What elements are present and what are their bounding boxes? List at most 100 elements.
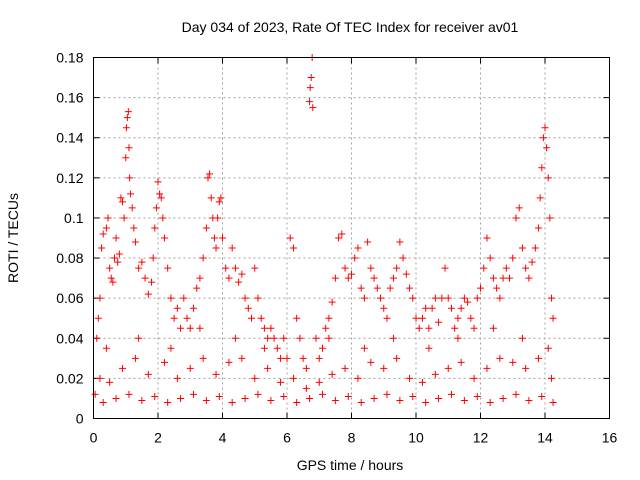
data-point bbox=[402, 270, 410, 278]
data-point bbox=[189, 304, 197, 312]
plot-frame bbox=[93, 57, 610, 419]
data-point bbox=[454, 314, 462, 322]
x-tick-label: 16 bbox=[602, 430, 618, 446]
data-point bbox=[114, 258, 122, 266]
data-point bbox=[123, 114, 131, 122]
data-point bbox=[525, 396, 533, 404]
data-point bbox=[496, 294, 504, 302]
data-point bbox=[138, 396, 146, 404]
data-point bbox=[383, 314, 391, 322]
x-tick-label: 14 bbox=[537, 430, 553, 446]
data-point bbox=[106, 378, 114, 386]
data-point bbox=[231, 264, 239, 272]
data-point bbox=[238, 270, 246, 278]
data-point bbox=[112, 234, 120, 242]
data-point bbox=[302, 364, 310, 372]
data-point bbox=[244, 304, 252, 312]
x-tick-label: 10 bbox=[408, 430, 424, 446]
data-point bbox=[231, 334, 239, 342]
data-point bbox=[156, 190, 164, 198]
data-point bbox=[549, 398, 557, 406]
data-point bbox=[124, 108, 132, 116]
data-point bbox=[206, 170, 214, 178]
data-point bbox=[167, 294, 175, 302]
data-point bbox=[483, 234, 491, 242]
data-point bbox=[199, 254, 207, 262]
data-point bbox=[212, 244, 220, 252]
axis-ticks: 0 2 4 6 8 10 12 14 16 0 0.02 0.04 0.06 0.08 0.1 0.12 0.1… bbox=[56, 50, 617, 446]
data-point bbox=[470, 324, 478, 332]
data-point bbox=[549, 314, 557, 322]
data-point bbox=[518, 244, 526, 252]
data-point bbox=[196, 274, 204, 282]
data-point bbox=[431, 370, 439, 378]
data-point bbox=[254, 390, 262, 398]
data-point bbox=[367, 264, 375, 272]
data-point bbox=[409, 294, 417, 302]
data-point bbox=[544, 174, 552, 182]
data-point bbox=[409, 392, 417, 400]
data-point bbox=[425, 324, 433, 332]
data-point bbox=[251, 264, 259, 272]
data-point bbox=[393, 264, 401, 272]
data-point bbox=[164, 264, 172, 272]
data-point bbox=[373, 284, 381, 292]
data-point bbox=[267, 396, 275, 404]
data-point bbox=[260, 344, 268, 352]
data-point bbox=[325, 314, 333, 322]
data-point bbox=[506, 274, 514, 282]
data-point bbox=[99, 398, 107, 406]
y-tick-label: 0.16 bbox=[56, 90, 83, 106]
data-point bbox=[177, 324, 185, 332]
data-point bbox=[496, 354, 504, 362]
data-point bbox=[509, 358, 517, 366]
data-point bbox=[370, 274, 378, 282]
data-point bbox=[173, 374, 181, 382]
data-point bbox=[149, 254, 157, 262]
data-point bbox=[212, 370, 220, 378]
data-point bbox=[389, 334, 397, 342]
data-point bbox=[104, 214, 112, 222]
data-point bbox=[493, 284, 501, 292]
data-point bbox=[102, 344, 110, 352]
data-point bbox=[541, 124, 549, 132]
data-point bbox=[344, 392, 352, 400]
data-point bbox=[186, 324, 194, 332]
data-point bbox=[160, 358, 168, 366]
data-point bbox=[460, 396, 468, 404]
x-tick-label: 2 bbox=[154, 430, 162, 446]
data-point bbox=[107, 274, 115, 282]
data-point bbox=[499, 274, 507, 282]
data-point bbox=[322, 324, 330, 332]
data-point bbox=[117, 194, 125, 202]
data-point bbox=[152, 204, 160, 212]
data-point bbox=[210, 234, 218, 242]
data-point bbox=[241, 294, 249, 302]
data-point bbox=[486, 398, 494, 406]
data-point bbox=[189, 390, 197, 398]
data-point bbox=[309, 104, 317, 112]
data-point bbox=[447, 390, 455, 398]
data-point bbox=[135, 334, 143, 342]
data-point bbox=[225, 358, 233, 366]
data-point bbox=[431, 294, 439, 302]
data-points bbox=[91, 54, 557, 406]
chart-title: Day 034 of 2023, Rate Of TEC Index for r… bbox=[182, 19, 519, 35]
data-point bbox=[299, 354, 307, 362]
data-point bbox=[217, 194, 225, 202]
data-point bbox=[328, 298, 336, 306]
data-point bbox=[302, 384, 310, 392]
data-point bbox=[312, 334, 320, 342]
data-point bbox=[204, 174, 212, 182]
data-point bbox=[331, 396, 339, 404]
data-point bbox=[315, 354, 323, 362]
y-axis-label: ROTI / TECUs bbox=[5, 193, 21, 283]
data-point bbox=[389, 274, 397, 282]
data-point bbox=[360, 344, 368, 352]
y-tick-label: 0.04 bbox=[56, 330, 83, 346]
data-point bbox=[126, 174, 134, 182]
data-point bbox=[251, 374, 259, 382]
data-point bbox=[167, 344, 175, 352]
data-point bbox=[135, 264, 143, 272]
data-point bbox=[357, 398, 365, 406]
